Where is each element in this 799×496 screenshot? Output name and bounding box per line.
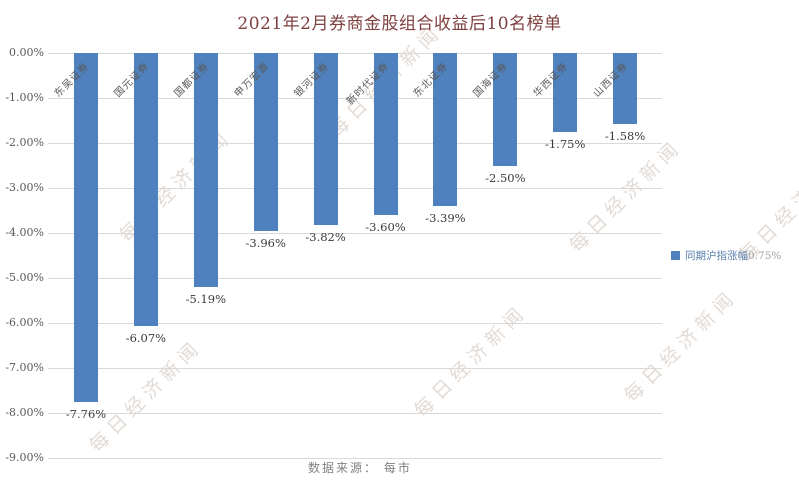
y-axis-label: -5.00% [5,271,44,284]
y-axis-label: -2.00% [5,136,44,149]
legend-label: 同期沪指涨幅 [685,250,748,262]
y-axis-label: -8.00% [5,406,44,419]
gridline [48,413,662,414]
watermark-text: 每日经济新闻 [620,285,742,407]
bar [433,53,458,206]
bar-value-label: -3.82% [305,230,346,244]
bar-value-label: -3.39% [425,211,466,225]
bar [493,53,518,166]
gridline [48,98,662,99]
watermark-text: 每日经济新闻 [565,135,687,257]
bar [373,53,398,215]
bar-value-label: -6.07% [125,331,167,345]
bar-value-label: -1.75% [544,137,586,151]
y-axis-label: -6.00% [5,316,44,329]
y-axis-label: -3.00% [5,181,44,194]
bar-value-label: -3.96% [245,236,286,250]
gridline [48,188,662,189]
bar-value-label: -3.60% [365,220,406,234]
y-axis-label: -1.00% [5,91,44,104]
gridline [48,323,662,324]
bar-value-label: -7.76% [65,407,107,421]
y-axis-label: -4.00% [5,226,44,239]
y-axis-label: -7.00% [5,361,44,374]
gridline [48,233,662,234]
gridline [48,458,662,459]
bar [193,53,218,287]
gridline [48,143,662,144]
legend: 同期沪指涨幅 0.75% [671,248,781,263]
legend-marker-icon [671,251,680,260]
legend-value: 0.75% [748,249,782,262]
watermark-text: 每日经济新闻 [410,300,532,422]
bar-value-label: -2.50% [485,171,526,185]
chart-title: 2021年2月券商金股组合收益后10名榜单 [237,14,562,34]
watermark-text: 每日经济新闻 [85,335,207,457]
gridline [48,368,662,369]
bar [133,53,158,326]
watermark-text: 每日经济新闻 [115,125,237,247]
bar [313,53,338,225]
source-note: 数据来源： 每市 [308,461,412,475]
bar-value-label: -1.58% [604,129,646,143]
bar [553,53,578,132]
gridline [48,278,662,279]
bar [74,53,98,402]
bar [613,53,638,124]
y-axis-label: -9.00% [5,451,44,464]
gridline [48,53,662,54]
bar-value-label: -5.19% [185,292,227,306]
bar [253,53,278,231]
y-axis-label: 0.00% [9,46,44,59]
